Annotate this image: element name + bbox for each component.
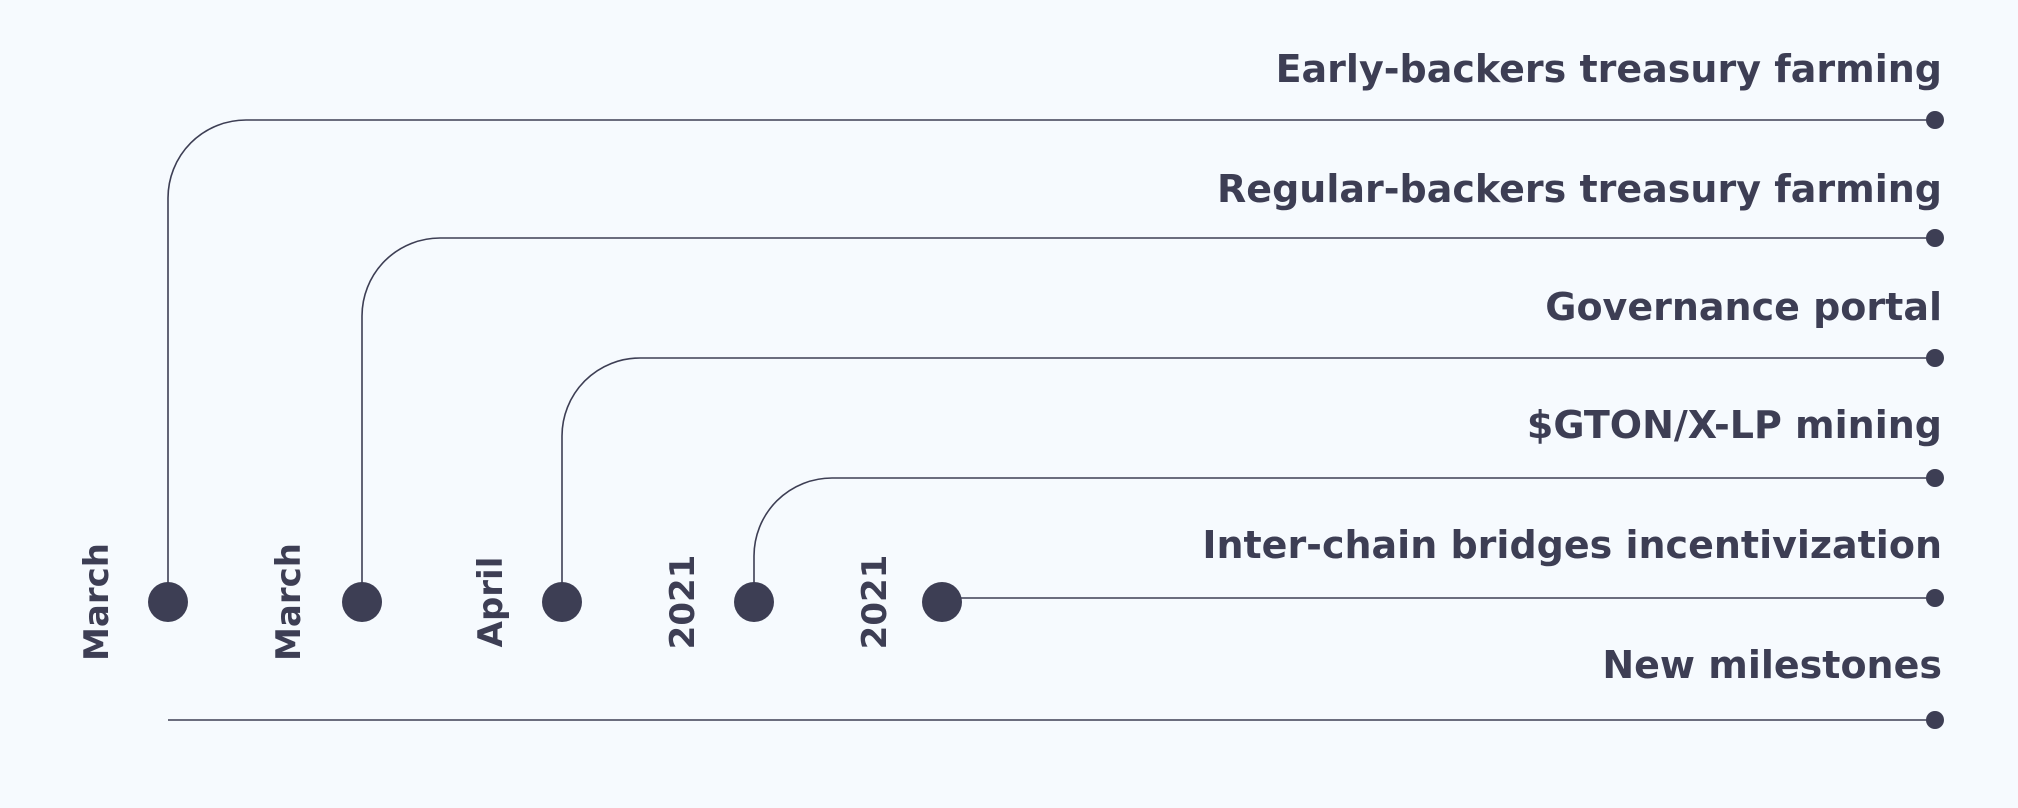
milestone-label: Early-backers treasury farming bbox=[1276, 47, 1942, 91]
connector-line-1 bbox=[167, 119, 1935, 602]
connector-lines bbox=[167, 119, 1935, 721]
date-dot bbox=[342, 582, 382, 622]
milestone-label: Inter-chain bridges incentivization bbox=[1202, 523, 1942, 567]
milestone-end-dot bbox=[1926, 711, 1944, 729]
milestone-label: Governance portal bbox=[1545, 285, 1942, 329]
connector-line-4 bbox=[753, 477, 1935, 602]
milestone-end-dot bbox=[1926, 349, 1944, 367]
milestone-labels: Early-backers treasury farming Regular-ba… bbox=[1202, 47, 1942, 687]
connector-line-2 bbox=[361, 237, 1935, 602]
milestone-dots bbox=[148, 111, 1944, 729]
milestone-end-dot bbox=[1926, 589, 1944, 607]
milestone-label: New milestones bbox=[1602, 643, 1942, 687]
date-label: March bbox=[77, 543, 117, 661]
milestone-end-dot bbox=[1926, 229, 1944, 247]
date-dot bbox=[542, 582, 582, 622]
milestone-end-dot bbox=[1926, 111, 1944, 129]
date-label: 2021 bbox=[855, 555, 895, 650]
date-labels: March March April 2021 2021 bbox=[77, 543, 895, 661]
milestone-end-dot bbox=[1926, 469, 1944, 487]
connector-line-3 bbox=[561, 357, 1935, 602]
date-label: 2021 bbox=[663, 555, 703, 650]
date-label: March bbox=[269, 543, 309, 661]
date-dot bbox=[922, 582, 962, 622]
milestone-label: $GTON/X-LP mining bbox=[1527, 403, 1942, 447]
date-dot bbox=[148, 582, 188, 622]
date-label: April bbox=[471, 557, 511, 648]
date-dot bbox=[734, 582, 774, 622]
milestone-label: Regular-backers treasury farming bbox=[1217, 167, 1942, 211]
